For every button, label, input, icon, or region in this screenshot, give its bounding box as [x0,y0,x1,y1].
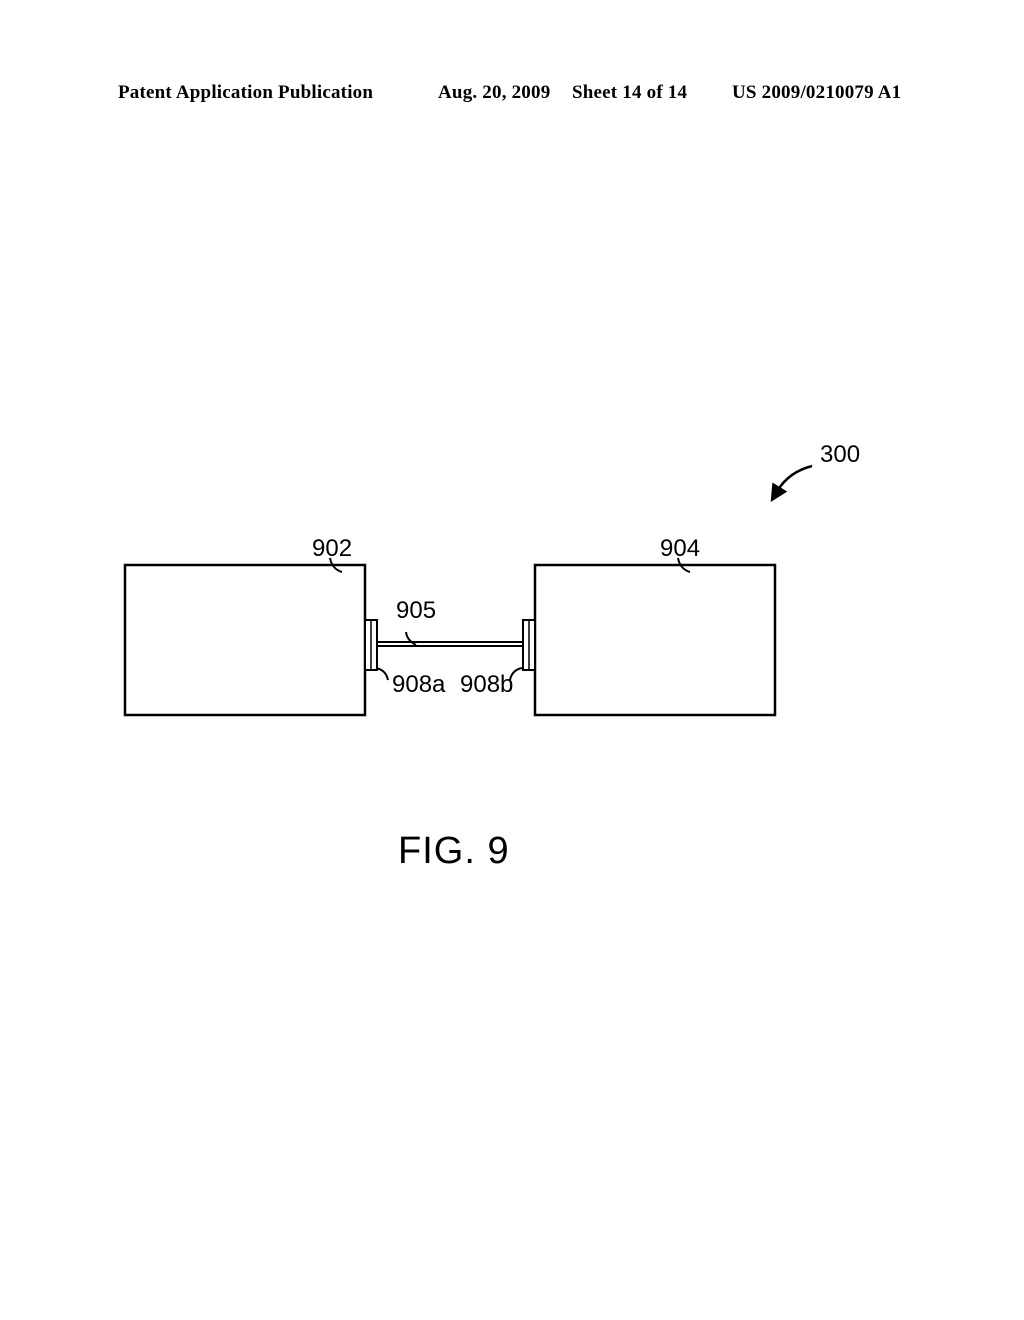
ref-label-908a: 908a [392,671,446,698]
figure-diagram: 902 904 905 908a 908b 300 [0,0,1024,1320]
block-902 [125,565,365,715]
block-904 [535,565,775,715]
assembly-leader [778,466,812,490]
ref-label-902: 902 [312,535,352,562]
figure-caption: FIG. 9 [398,830,510,873]
ref-label-908b: 908b [460,671,513,698]
ref-label-905: 905 [396,597,436,624]
ref-label-904: 904 [660,535,700,562]
ref-label-300: 300 [820,441,860,468]
page: Patent Application Publication Aug. 20, … [0,0,1024,1320]
